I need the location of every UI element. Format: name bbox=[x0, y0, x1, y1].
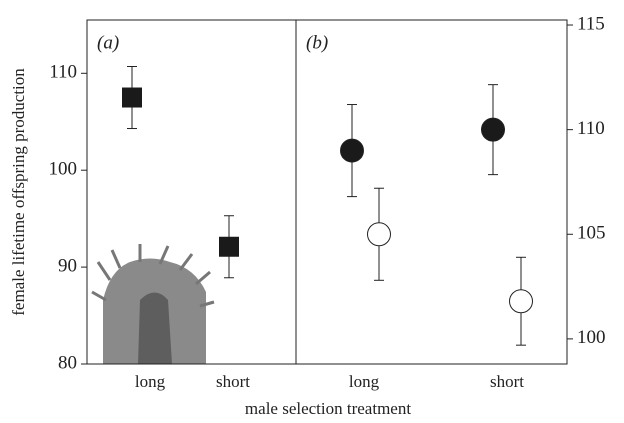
marker bbox=[219, 237, 239, 257]
x-axis-label: male selection treatment bbox=[245, 399, 411, 418]
marker bbox=[122, 88, 142, 108]
panel-label: (b) bbox=[306, 32, 328, 53]
panel-label: (a) bbox=[97, 32, 119, 53]
marker bbox=[510, 290, 533, 313]
y-axis-label: female lifetime offspring production bbox=[9, 68, 28, 316]
marker bbox=[368, 223, 391, 246]
plant-image bbox=[92, 244, 214, 364]
y-tick-label: 100 bbox=[577, 327, 606, 348]
y-tick-label: 90 bbox=[58, 255, 77, 276]
y-tick-label: 110 bbox=[49, 62, 77, 83]
figure: male selection treatment 80 90 100 110 (a) fe… bbox=[0, 0, 624, 423]
x-tick-label: long bbox=[135, 372, 166, 391]
marker bbox=[341, 139, 364, 162]
x-tick-label: short bbox=[216, 372, 250, 391]
x-tick-label: short bbox=[490, 372, 524, 391]
y-tick-label: 100 bbox=[49, 159, 78, 180]
y-tick-label: 115 bbox=[577, 13, 605, 34]
x-tick-label: long bbox=[349, 372, 380, 391]
y-tick-label: 80 bbox=[58, 352, 77, 373]
y-tick-label: 110 bbox=[577, 118, 605, 139]
y-tick-label: 105 bbox=[577, 223, 606, 244]
marker bbox=[482, 118, 505, 141]
